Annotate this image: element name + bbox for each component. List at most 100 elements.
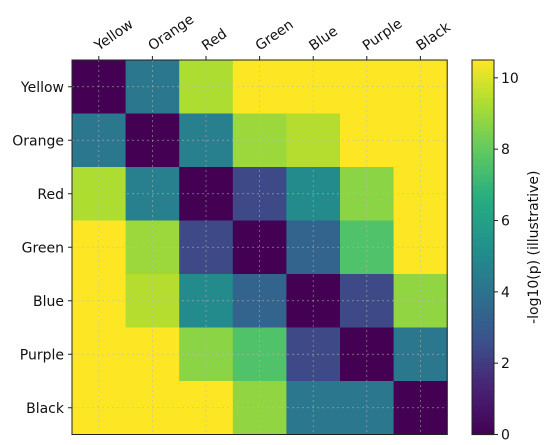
colorbar-label: -log10(p) (illustrative): [526, 171, 542, 324]
colorbar-tick-label: 8: [501, 142, 510, 158]
colorbar-segment: [472, 66, 494, 70]
colorbar-segment: [472, 88, 494, 92]
colorbar-segment: [472, 265, 494, 270]
row-label: Yellow: [20, 80, 64, 96]
colorbar-segment: [472, 141, 494, 145]
colorbar-segment: [472, 278, 494, 283]
colorbar-segment: [472, 103, 494, 108]
colorbar-tick-label: 0: [501, 428, 510, 444]
colorbar-segment: [472, 297, 494, 301]
colorbar-segment: [472, 303, 494, 308]
colorbar-ticks: 0 2 4 6 8 10: [494, 71, 519, 444]
colorbar-segment: [472, 178, 494, 183]
colorbar-segment: [472, 172, 494, 177]
colorbar-segment: [472, 275, 494, 280]
row-label: Red: [37, 187, 64, 203]
row-label: Orange: [12, 133, 64, 149]
colorbar-segment: [472, 241, 494, 245]
colorbar-segment: [472, 378, 494, 383]
column-label: Yellow: [91, 16, 136, 54]
colorbar-segment: [472, 234, 494, 239]
colorbar-segment: [472, 319, 494, 323]
colorbar-segment: [472, 125, 494, 130]
colorbar-segment: [472, 315, 494, 320]
colorbar-segment: [472, 162, 494, 167]
colorbar-segment: [472, 200, 494, 205]
colorbar-segment: [472, 225, 494, 230]
colorbar-segment: [472, 290, 494, 295]
colorbar-segment: [472, 113, 494, 117]
colorbar-segment: [472, 312, 494, 317]
colorbar-segment: [472, 109, 494, 114]
column-label: Green: [253, 17, 297, 54]
colorbar-segment: [472, 150, 494, 155]
colorbar-segment: [472, 91, 494, 95]
colorbar-segment: [472, 381, 494, 386]
colorbar-segment: [472, 206, 494, 211]
colorbar-segment: [472, 406, 494, 411]
colorbar-segment: [472, 131, 494, 136]
colorbar-segment: [472, 247, 494, 251]
colorbar-segment: [472, 328, 494, 333]
colorbar-segment: [472, 194, 494, 198]
colorbar-segment: [472, 262, 494, 267]
colorbar-segment: [472, 259, 494, 264]
row-label: Black: [26, 401, 65, 417]
colorbar-segment: [472, 340, 494, 345]
colorbar-segment: [472, 422, 494, 426]
colorbar-segment: [472, 412, 494, 417]
row-label: Green: [22, 240, 64, 256]
colorbar-segment: [472, 134, 494, 139]
colorbar-segment: [472, 181, 494, 186]
colorbar-segment: [472, 425, 494, 429]
colorbar-segment: [472, 60, 494, 64]
column-label: Red: [199, 26, 230, 54]
colorbar-segment: [472, 309, 494, 314]
colorbar-segment: [472, 175, 494, 180]
colorbar-segment: [472, 353, 494, 358]
colorbar-tick-label: 4: [501, 285, 510, 301]
colorbar-segment: [472, 306, 494, 311]
row-label: Blue: [33, 294, 64, 310]
colorbar-segment: [472, 372, 494, 376]
colorbar-tick-label: 2: [501, 356, 510, 372]
colorbar-segment: [472, 63, 494, 67]
column-label: Blue: [306, 23, 341, 54]
colorbar-segment: [472, 197, 494, 202]
colorbar-segment: [472, 359, 494, 364]
colorbar-segment: [472, 337, 494, 342]
colorbar-segment: [472, 415, 494, 420]
colorbar-tick-label: 10: [501, 71, 519, 87]
colorbar-segment: [472, 212, 494, 217]
colorbar-segment: [472, 368, 494, 373]
colorbar-segment: [472, 356, 494, 361]
colorbar-segment: [472, 256, 494, 261]
colorbar-segment: [472, 209, 494, 214]
colorbar-segment: [472, 343, 494, 348]
colorbar-segment: [472, 350, 494, 354]
colorbar-segment: [472, 119, 494, 124]
colorbar-segment: [472, 397, 494, 401]
colorbar-segment: [472, 191, 494, 195]
column-label: Black: [414, 19, 455, 54]
colorbar-segment: [472, 69, 494, 74]
colorbar-segment: [472, 94, 494, 99]
colorbar-segment: [472, 300, 494, 305]
colorbar-segment: [472, 187, 494, 192]
colorbar-segment: [472, 231, 494, 236]
colorbar-segment: [472, 97, 494, 102]
heatmap-frame: [71, 59, 448, 435]
colorbar-segment: [472, 138, 494, 142]
column-label: Purple: [360, 16, 405, 54]
colorbar-segment: [472, 272, 494, 276]
colorbar-segment: [472, 253, 494, 258]
colorbar-segment: [472, 153, 494, 158]
colorbar-segment: [472, 393, 494, 398]
column-labels: Yellow Orange Red Green Blue Purple Black: [91, 11, 454, 54]
colorbar-segment: [472, 116, 494, 120]
colorbar-segment: [472, 81, 494, 86]
colorbar-segment: [472, 281, 494, 286]
colorbar-segment: [472, 75, 494, 80]
row-label: Purple: [20, 347, 64, 363]
